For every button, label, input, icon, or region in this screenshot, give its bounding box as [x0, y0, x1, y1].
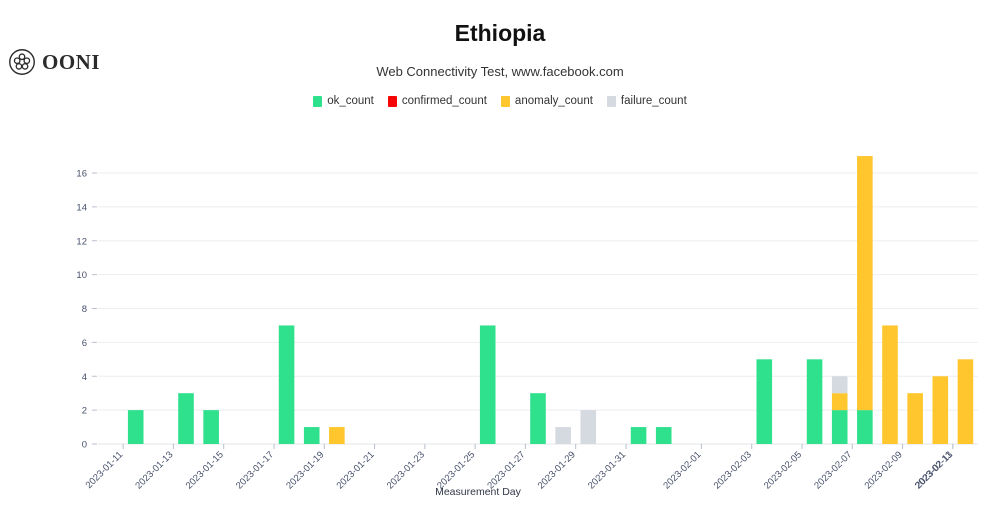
legend-item-confirmed-count[interactable]: confirmed_count [387, 95, 487, 107]
y-axis-tick-label: 10 [76, 270, 87, 281]
bar-segment[interactable] [831, 393, 848, 411]
x-axis-tick-label: 2023-01-29 [536, 449, 578, 491]
bar-segment[interactable] [303, 427, 320, 444]
y-axis-tick-label: 4 [82, 372, 87, 383]
x-axis-tick-label: 2023-01-19 [284, 449, 326, 491]
legend-swatch-icon [606, 95, 616, 107]
bar-segment[interactable] [178, 393, 194, 444]
x-axis-title: Measurement Day [435, 486, 522, 498]
y-axis-tick-label: 0 [82, 440, 87, 451]
legend-item-anomaly-count[interactable]: anomaly_count [500, 95, 593, 107]
legend-item-label: anomaly_count [514, 95, 593, 107]
bar-segment[interactable] [580, 410, 597, 444]
legend-swatch-icon [387, 95, 397, 107]
bar-segment[interactable] [857, 410, 873, 444]
legend-item-label: confirmed_count [401, 95, 487, 107]
bar-segment[interactable] [957, 359, 974, 444]
page-subtitle: Web Connectivity Test, www.facebook.com [376, 64, 624, 79]
bar-segment[interactable] [555, 427, 571, 444]
y-axis-tick-label: 14 [76, 202, 87, 213]
x-axis-tick-label: 2023-01-17 [234, 449, 276, 491]
x-axis-tick-label: 2023-01-21 [335, 449, 377, 491]
x-axis-tick-label: 2023-02-09 [863, 449, 905, 491]
bar-segment[interactable] [278, 325, 295, 444]
legend-swatch-icon [313, 95, 323, 107]
bar-segment[interactable] [530, 393, 546, 444]
bar-segment[interactable] [907, 393, 923, 444]
bar-segment[interactable] [806, 359, 823, 444]
bar-segment[interactable] [857, 156, 873, 411]
bar-segment[interactable] [655, 427, 672, 444]
x-axis-tick-label: 2023-01-15 [184, 449, 226, 491]
legend-item-label: failure_count [620, 95, 687, 107]
ooni-logo-text: OONI [42, 49, 101, 74]
x-axis-tick-label: 2023-02-01 [661, 449, 703, 491]
bar-segment[interactable] [203, 410, 219, 444]
y-axis-tick-label: 16 [76, 169, 87, 180]
bar-segment[interactable] [479, 325, 496, 444]
bar-segment[interactable] [831, 376, 848, 394]
x-axis-tick-label: 2023-02-13 [913, 449, 955, 491]
x-axis-tick-label: 2023-01-31 [586, 449, 628, 491]
bar-segment[interactable] [127, 410, 144, 444]
page-title: Ethiopia [454, 20, 546, 46]
x-axis-tick-label: 2023-02-05 [762, 449, 804, 491]
x-axis-tick-label: 2023-01-13 [133, 449, 175, 491]
x-axis-tick-label: 2023-01-11 [84, 449, 126, 491]
ooni-logo: OONI [8, 48, 100, 76]
bar-segment[interactable] [882, 325, 898, 444]
legend-item-label: ok_count [327, 95, 374, 107]
legend-item-ok-count[interactable]: ok_count [313, 95, 374, 107]
bar-segment[interactable] [831, 410, 848, 444]
bar-segment[interactable] [932, 376, 949, 444]
y-axis-tick-label: 8 [82, 304, 87, 315]
x-axis-tick-label: 2023-02-07 [812, 449, 854, 491]
ooni-logo-icon [8, 48, 36, 76]
legend-item-failure-count[interactable]: failure_count [606, 95, 687, 107]
legend-swatch-icon [500, 95, 510, 107]
y-axis-tick-label: 12 [76, 236, 87, 247]
y-axis-tick-label: 2 [82, 406, 87, 417]
x-axis-tick-label: 2023-02-03 [712, 449, 754, 491]
bar-segment[interactable] [756, 359, 773, 444]
chart-legend: ok_count confirmed_count anomaly_count fail… [0, 95, 1000, 107]
x-axis-tick-label: 2023-01-23 [385, 449, 427, 491]
bar-segment[interactable] [630, 427, 647, 444]
y-axis-tick-label: 6 [82, 338, 87, 349]
bar-segment[interactable] [329, 427, 345, 444]
